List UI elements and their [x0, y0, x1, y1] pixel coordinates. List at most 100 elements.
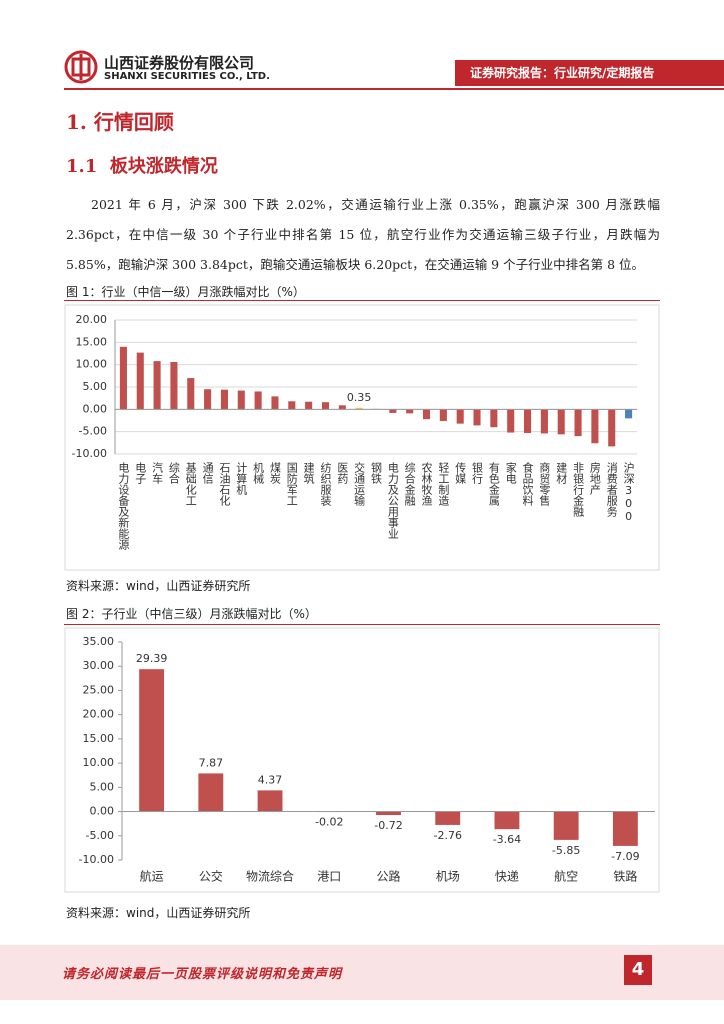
y-tick-label: 5.00: [83, 380, 108, 393]
y-tick-label: -5.00: [86, 829, 114, 842]
heading-1: 1. 行情回顾: [66, 110, 174, 134]
x-tick-label: 航运: [140, 869, 164, 884]
x-tick-label: 传媒: [454, 462, 467, 485]
x-tick-label: 建材: [555, 461, 568, 484]
bar: [355, 407, 363, 410]
data-label: -5.85: [552, 844, 580, 857]
x-tick-label: 综合金融: [403, 461, 416, 507]
y-tick-label: 0.00: [90, 805, 115, 818]
x-tick-label: 农林牧渔: [420, 461, 433, 507]
y-tick-label: 20.00: [83, 708, 115, 721]
bar: [204, 389, 212, 410]
x-tick-label: 综合: [167, 461, 180, 484]
bar: [237, 390, 245, 410]
x-tick-label: 航空: [554, 869, 578, 884]
x-tick-label: 铁路: [613, 869, 637, 884]
bar: [305, 401, 313, 410]
x-tick-label: 家电: [504, 461, 517, 484]
bar: [119, 346, 127, 410]
y-tick-label: 25.00: [83, 683, 115, 696]
figure-source: 资料来源：wind，山西证券研究所: [66, 579, 251, 593]
figure-caption: 图 2：子行业（中信三级）月涨跌幅对比（%）: [66, 607, 317, 621]
figure-source: 资料来源：wind，山西证券研究所: [66, 906, 251, 920]
y-tick-label: 0.00: [83, 402, 108, 415]
bar: [376, 811, 401, 816]
header-rule: [64, 88, 724, 90]
y-tick-label: 20.00: [76, 313, 108, 326]
bar: [338, 405, 346, 410]
y-tick-label: 15.00: [76, 335, 108, 348]
bar: [540, 409, 548, 434]
x-tick-label: 电子: [134, 462, 147, 484]
company-cn: 山西证券股份有限公司: [104, 54, 255, 72]
x-tick-label: 公路: [376, 869, 400, 884]
bar: [136, 352, 144, 410]
y-tick-label: -10.00: [72, 447, 107, 460]
paragraph: 2021 年 6 月，沪深 300 下跌 2.02%，交通运输行业上涨 0.35…: [66, 197, 660, 272]
x-tick-label: 基础化工: [184, 462, 197, 506]
data-label: 7.87: [199, 756, 224, 769]
report-type: 证券研究报告：行业研究/定期报告: [470, 66, 655, 80]
bar: [456, 409, 464, 424]
y-tick-label: 10.00: [83, 756, 115, 769]
logo: [64, 50, 98, 84]
bar: [612, 811, 638, 846]
x-tick-label: 石油石化: [218, 462, 231, 507]
data-label: -2.76: [433, 829, 461, 842]
x-tick-label: 煤炭: [268, 462, 281, 485]
bar: [490, 409, 498, 428]
bar: [170, 361, 178, 410]
bar: [198, 773, 224, 812]
bar: [139, 669, 165, 812]
y-tick-label: 30.00: [83, 659, 115, 672]
x-tick-label: 商贸零售: [538, 461, 551, 507]
y-tick-label: -5.00: [79, 425, 107, 438]
x-tick-label: 医药: [336, 462, 349, 485]
bar: [389, 409, 397, 413]
x-tick-label: 房地产: [588, 462, 601, 496]
x-tick-label: 机械: [252, 461, 265, 485]
heading-2: 1.1 板块涨跌情况: [66, 156, 218, 177]
bar: [254, 391, 262, 410]
bar: [608, 409, 616, 447]
y-tick-label: -10.00: [79, 853, 114, 866]
bar: [591, 409, 599, 444]
data-label: -7.09: [611, 850, 639, 863]
x-tick-label: 钢铁: [370, 462, 383, 484]
x-tick-label: 非银行金融: [572, 462, 585, 518]
x-tick-label: 通信: [201, 462, 214, 485]
chart-frame: [64, 627, 660, 893]
bar: [524, 409, 532, 434]
x-tick-label: 消费者服务: [605, 461, 618, 517]
x-tick-label: 食品饮料: [521, 461, 534, 507]
bar: [288, 401, 296, 410]
bar: [153, 361, 161, 410]
x-tick-label: 建筑: [302, 461, 315, 484]
x-tick-label: 有色金属: [487, 461, 500, 507]
x-tick-label: 港口: [317, 870, 341, 884]
data-label: -3.64: [493, 833, 521, 846]
bar: [257, 790, 283, 812]
x-tick-label: 银行: [471, 461, 484, 485]
caption-rule: [64, 624, 660, 625]
x-tick-label: 电力及公用事业: [386, 462, 399, 539]
data-label: -0.02: [315, 816, 343, 829]
chart-frame: [64, 304, 660, 571]
data-label: 0.35: [347, 391, 372, 404]
y-tick-label: 10.00: [76, 358, 108, 371]
bar: [271, 396, 279, 410]
company-en: SHANXI SECURITIES CO., LTD.: [104, 71, 270, 82]
x-tick-label: 国防军工: [285, 462, 298, 506]
bar: [187, 378, 195, 410]
bar: [435, 811, 461, 825]
x-tick-label: 沪深300: [622, 461, 635, 523]
x-tick-label: 交通运输: [353, 461, 366, 507]
bar: [625, 409, 633, 419]
bar: [553, 811, 579, 840]
bar: [574, 409, 582, 437]
header-band: [455, 60, 724, 86]
bar: [473, 409, 481, 426]
y-tick-label: 15.00: [83, 732, 115, 745]
